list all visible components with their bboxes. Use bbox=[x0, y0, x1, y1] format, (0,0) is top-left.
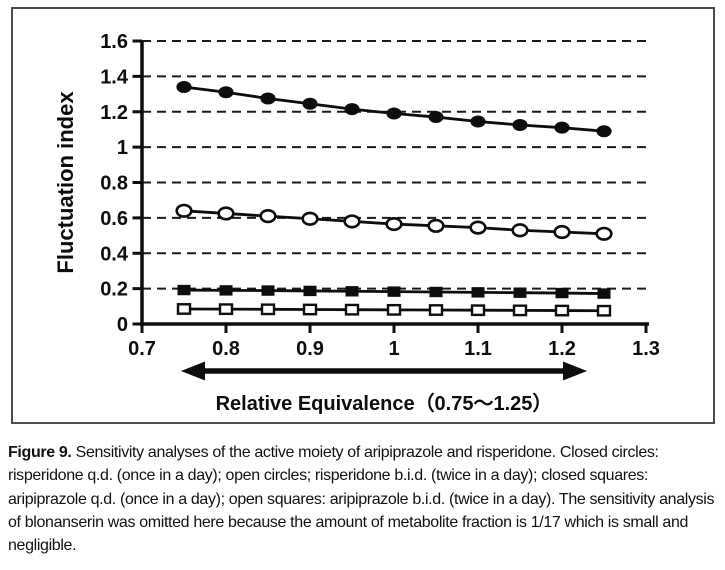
marker-closed-circle bbox=[344, 103, 360, 116]
range-arrow bbox=[181, 361, 587, 381]
figure-caption-label: Figure 9. bbox=[8, 444, 72, 461]
marker-open-square bbox=[218, 303, 234, 316]
marker-open-square bbox=[260, 303, 276, 316]
marker-closed-square bbox=[513, 287, 527, 298]
marker-closed-square bbox=[471, 287, 485, 298]
figure-caption-text: Sensitivity analyses of the active moiet… bbox=[8, 444, 715, 555]
x-tick-label: 0.8 bbox=[212, 338, 240, 360]
x-tick-label: 0.7 bbox=[128, 338, 156, 360]
marker-closed-circle bbox=[302, 97, 318, 110]
marker-open-square bbox=[554, 304, 570, 317]
y-tick-label: 0.4 bbox=[100, 243, 129, 265]
marker-closed-circle bbox=[554, 121, 570, 134]
marker-closed-circle bbox=[512, 119, 528, 132]
chart-panel: 0 0.2 0.4 0.6 0.8 1 1.2 1.4 1.6 0.7 0.8 0.9 1 1.1 1.2 1… bbox=[11, 7, 715, 424]
x-tick-label: 0.9 bbox=[296, 338, 324, 360]
marker-open-square bbox=[176, 303, 192, 315]
marker-open-circle bbox=[301, 211, 319, 226]
marker-open-circle bbox=[385, 216, 403, 232]
y-tick-label: 0.6 bbox=[100, 208, 128, 230]
marker-open-circle bbox=[217, 206, 235, 221]
y-tick-label: 1.6 bbox=[100, 31, 128, 53]
x-tick-label: 1.3 bbox=[632, 338, 660, 360]
y-tick-label: 1.2 bbox=[100, 102, 128, 124]
marker-closed-circle bbox=[596, 125, 612, 138]
x-tick-label: 1.1 bbox=[464, 338, 492, 360]
marker-open-circle bbox=[553, 224, 571, 240]
y-tick-label: 0.8 bbox=[100, 173, 128, 195]
marker-open-square bbox=[512, 304, 528, 317]
marker-closed-square bbox=[387, 286, 401, 297]
marker-closed-square bbox=[555, 287, 569, 299]
marker-open-square bbox=[344, 303, 360, 316]
marker-closed-circle bbox=[428, 111, 444, 124]
marker-closed-square bbox=[261, 285, 275, 296]
marker-open-circle bbox=[259, 209, 277, 224]
marker-closed-square bbox=[597, 288, 611, 299]
y-tick-label: 0.2 bbox=[100, 279, 128, 301]
y-tick-label: 1 bbox=[117, 137, 128, 159]
marker-open-square bbox=[386, 303, 402, 316]
y-axis-title: Fluctuation index bbox=[53, 91, 78, 274]
marker-open-circle bbox=[511, 223, 529, 238]
marker-open-square bbox=[428, 304, 444, 316]
y-tick-label: 1.4 bbox=[100, 66, 129, 88]
marker-open-square bbox=[596, 304, 612, 317]
marker-closed-square bbox=[429, 286, 443, 298]
marker-open-square bbox=[302, 303, 318, 316]
marker-open-circle bbox=[469, 220, 487, 235]
x-tick-label: 1 bbox=[388, 338, 399, 360]
range-annotation: Relative Equivalence（0.75～1.25） bbox=[216, 392, 553, 415]
figure-caption: Figure 9. Sensitivity analyses of the ac… bbox=[8, 441, 716, 557]
marker-open-square bbox=[470, 304, 486, 317]
y-tick-label: 0 bbox=[117, 314, 128, 336]
marker-closed-circle bbox=[470, 115, 486, 128]
marker-closed-circle bbox=[218, 86, 234, 99]
marker-open-circle bbox=[343, 214, 361, 229]
marker-closed-circle bbox=[260, 92, 276, 105]
marker-closed-square bbox=[177, 284, 191, 296]
marker-closed-circle bbox=[176, 80, 192, 93]
x-tick-label: 1.2 bbox=[548, 338, 576, 360]
marker-closed-square bbox=[303, 285, 317, 297]
marker-closed-square bbox=[219, 285, 233, 296]
marker-closed-circle bbox=[386, 107, 402, 120]
marker-closed-square bbox=[345, 286, 359, 297]
marker-open-circle bbox=[595, 226, 613, 241]
marker-open-circle bbox=[427, 218, 445, 233]
sensitivity-line-chart: 0 0.2 0.4 0.6 0.8 1 1.2 1.4 1.6 0.7 0.8 0.9 1 1.1 1.2 1… bbox=[53, 31, 660, 415]
marker-open-circle bbox=[175, 203, 193, 218]
